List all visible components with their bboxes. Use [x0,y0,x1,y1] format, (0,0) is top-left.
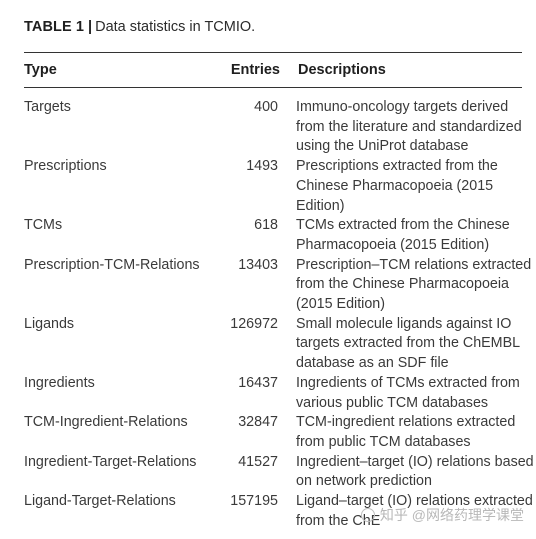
table-row: Targets 400 Immuno-oncology targets derive… [24,98,522,157]
table-row: Prescription-TCM-Relations 13403 Prescript… [24,256,531,315]
cell-type: Ingredient-Target-Relations [24,453,197,470]
description-line: from public TCM databases [296,433,471,450]
header-type: Type [24,62,57,78]
header-descriptions: Descriptions [298,62,386,78]
table-header-rule [24,87,522,88]
cell-entries: 618 [254,217,278,234]
cell-type: Targets [24,99,71,115]
header-entries: Entries [230,62,280,78]
description-line: Prescriptions extracted from the [296,158,498,175]
description-line: using the UniProt database [296,138,469,155]
table-top-rule [24,52,522,53]
cell-description: Prescriptions extracted from the Chinese … [280,157,522,216]
description-line: Small molecule ligands against IO [296,315,512,332]
table-row: Ingredients 16437 Ingredients of TCMs extr… [24,374,522,413]
cell-description: Ligand–target (IO) relations extracted fr… [280,492,533,531]
cell-description: Prescription–TCM relations extracted from… [280,256,531,315]
cell-entries: 126972 [230,315,278,332]
cell-type: TCMs [24,217,63,234]
table-caption-text: Data statistics in TCMIO. [95,19,256,35]
cell-entries: 400 [254,99,278,115]
description-line: from the ChE [296,512,381,529]
cell-description: Ingredient–target (IO) relations based on… [280,453,534,492]
description-line: Pharmacopoeia (2015 Edition) [296,236,490,253]
cell-description: Immuno-oncology targets derived from the … [280,98,522,157]
cell-description: TCM-ingredient relations extracted from p… [280,413,522,452]
cell-type: Ligand-Target-Relations [24,493,176,510]
cell-entries: 16437 [238,374,278,391]
description-line: Ligand–target (IO) relations extracted [296,493,533,510]
table-row: Prescriptions 1493 Prescriptions extracted… [24,157,522,216]
description-line: TCMs extracted from the Chinese [296,217,510,234]
table-body: Targets 400 Immuno-oncology targets derive… [24,88,534,531]
cell-entries: 1493 [246,158,278,175]
description-line: on network prediction [296,473,432,490]
cell-description: Ingredients of TCMs extracted from variou… [280,374,522,413]
description-line: Immuno-oncology targets derived [296,99,509,115]
cell-type: Ligands [24,315,75,332]
description-line: Ingredients of TCMs extracted from [296,374,520,391]
cell-entries: 32847 [238,414,278,431]
watermark-text: 知乎 @网络药理学课堂 [379,507,524,523]
description-line: from the literature and standardized [296,118,522,135]
description-line: (2015 Edition) [296,296,386,313]
watermark: 知乎 @网络药理学课堂 [360,505,524,525]
cell-type: Ingredients [24,374,95,391]
cell-entries: 41527 [238,453,278,470]
table-row: Ligand-Target-Relations 157195 Ligand–targ… [24,492,533,531]
description-line: from the Chinese Pharmacopoeia [296,276,509,293]
description-line: TCM-ingredient relations extracted [296,414,516,431]
description-line: Chinese Pharmacopoeia (2015 [296,177,494,194]
cell-description: TCMs extracted from the Chinese Pharmacop… [280,216,522,255]
zhihu-logo-icon [360,508,375,522]
cell-entries: 13403 [238,256,278,273]
table-row: Ligands 126972 Small molecule ligands agai… [24,315,522,374]
description-line: targets extracted from the ChEMBL [296,335,521,352]
cell-description: Small molecule ligands against IO targets… [280,315,522,374]
description-line: database as an SDF file [296,355,449,372]
table-header-row: Type Entries Descriptions [24,53,522,87]
table-caption-label: TABLE 1 [24,19,85,35]
description-line: Prescription–TCM relations extracted [296,256,532,273]
caption-separator: | [88,19,93,35]
cell-type: Prescriptions [24,158,107,175]
description-line: Edition) [296,197,345,214]
table-caption: TABLE 1 | Data statistics in TCMIO. [24,16,522,38]
cell-type: TCM-Ingredient-Relations [24,414,188,431]
table-container: TABLE 1 | Data statistics in TCMIO. Type E… [24,16,534,531]
cell-type: Prescription-TCM-Relations [24,256,200,273]
description-line: Ingredient–target (IO) relations based [296,453,534,470]
description-line: various public TCM databases [296,394,489,411]
cell-entries: 157195 [230,493,278,510]
table-row: TCMs 618 TCMs extracted from the Chinese Ph… [24,216,522,255]
table-row: Ingredient-Target-Relations 41527 Ingredie… [24,453,534,492]
table-row: TCM-Ingredient-Relations 32847 TCM-ingredi… [24,413,522,452]
